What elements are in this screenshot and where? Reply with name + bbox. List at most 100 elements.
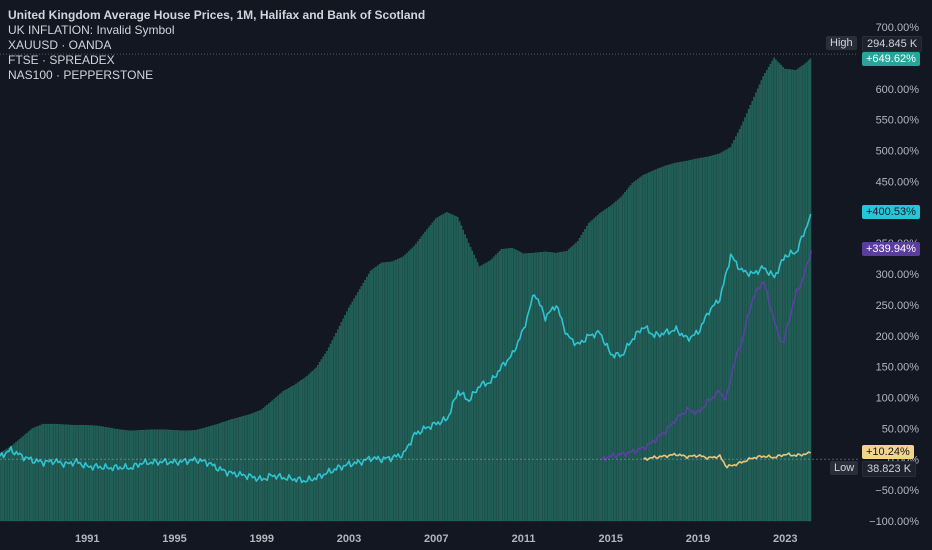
legend-line-inflation[interactable]: UK INFLATION: Invalid Symbol xyxy=(8,23,175,37)
house-price-column xyxy=(595,216,597,522)
house-price-column xyxy=(120,429,123,522)
house-price-column xyxy=(715,154,717,522)
house-price-column xyxy=(713,154,715,522)
house-price-column xyxy=(91,425,94,522)
house-price-column xyxy=(104,426,106,522)
house-price-column xyxy=(646,173,648,522)
house-price-column xyxy=(93,425,95,522)
house-price-column xyxy=(131,430,134,522)
house-price-column xyxy=(584,229,586,522)
house-price-column xyxy=(727,148,730,522)
house-price-column xyxy=(555,252,557,522)
house-price-column xyxy=(411,247,414,522)
house-price-column xyxy=(480,265,483,522)
house-price-column xyxy=(269,401,272,522)
house-price-column xyxy=(242,416,245,522)
house-price-column xyxy=(422,234,425,522)
house-price-column xyxy=(477,262,479,522)
house-price-column xyxy=(537,252,539,522)
house-price-column xyxy=(631,183,634,522)
house-price-column xyxy=(513,248,515,522)
house-price-column xyxy=(571,246,574,522)
house-price-column xyxy=(6,448,8,522)
house-price-column xyxy=(195,430,197,522)
house-price-column xyxy=(446,212,448,522)
house-price-column xyxy=(633,181,635,522)
house-price-column xyxy=(435,218,437,522)
house-price-column xyxy=(28,431,30,522)
house-price-column xyxy=(189,430,192,522)
house-price-column xyxy=(386,262,388,522)
house-price-column xyxy=(362,283,365,522)
house-price-column xyxy=(186,430,188,522)
house-price-column xyxy=(346,311,348,522)
house-price-column xyxy=(75,425,77,522)
house-price-column xyxy=(226,420,228,522)
house-price-column xyxy=(366,276,368,522)
house-price-column xyxy=(26,432,28,522)
y-tick-label: 500.00% xyxy=(876,146,920,158)
house-price-column xyxy=(564,251,566,522)
house-price-column xyxy=(246,415,248,522)
house-price-column xyxy=(313,369,315,522)
x-tick-label: 1991 xyxy=(75,533,99,545)
house-price-column xyxy=(460,225,463,522)
house-price-column xyxy=(775,59,777,522)
house-price-column xyxy=(69,424,72,522)
legend-line-nasdaq[interactable]: NAS100 · PEPPERSTONE xyxy=(8,68,154,82)
y-tick-label: 50.00% xyxy=(882,423,920,435)
house-price-column xyxy=(44,423,46,522)
house-price-column xyxy=(115,428,117,522)
house-price-column xyxy=(220,422,223,522)
series-line xyxy=(643,451,812,469)
y-tick-label: 300.00% xyxy=(876,269,920,281)
series-lines xyxy=(0,213,812,484)
house-price-column xyxy=(691,159,694,522)
house-price-column xyxy=(686,160,688,522)
house-price-column xyxy=(782,66,784,522)
x-tick-label: 2019 xyxy=(686,533,710,545)
house-price-column xyxy=(733,140,735,522)
house-price-column xyxy=(527,253,530,522)
house-price-column xyxy=(315,367,317,522)
house-price-column xyxy=(97,425,99,522)
house-price-column xyxy=(773,57,775,522)
house-price-column xyxy=(487,261,490,522)
house-price-column xyxy=(129,430,132,522)
low-value-tag: 38.823 K xyxy=(862,461,917,477)
legend-line-ftse[interactable]: FTSE · SPREADEX xyxy=(8,53,115,67)
house-price-column xyxy=(522,253,524,522)
house-price-column xyxy=(138,430,141,522)
house-price-column xyxy=(447,212,450,522)
house-price-column xyxy=(407,251,410,522)
house-price-column xyxy=(566,251,568,522)
x-tick-label: 1999 xyxy=(250,533,274,545)
house-price-column xyxy=(13,443,16,522)
house-price-column xyxy=(126,430,128,522)
house-price-column xyxy=(507,248,510,522)
house-price-column xyxy=(735,136,737,522)
house-price-column xyxy=(671,163,674,522)
house-price-column xyxy=(122,429,125,522)
house-price-column xyxy=(540,252,543,522)
house-price-column xyxy=(673,163,675,522)
house-price-column xyxy=(722,151,724,522)
house-price-column xyxy=(556,252,559,522)
house-price-column xyxy=(500,249,503,522)
house-price-column xyxy=(109,427,112,522)
house-price-column xyxy=(38,425,41,522)
house-price-column xyxy=(298,381,301,522)
house-price-column xyxy=(229,419,232,522)
house-price-column xyxy=(784,68,786,522)
house-price-column xyxy=(702,157,704,522)
house-price-column xyxy=(764,73,766,522)
house-price-column xyxy=(660,167,663,522)
house-price-column xyxy=(89,425,92,522)
house-price-column xyxy=(244,415,246,522)
house-price-column xyxy=(215,424,217,522)
house-price-column xyxy=(791,69,794,522)
legend-line-gold[interactable]: XAUUSD · OANDA xyxy=(8,38,112,52)
house-price-column xyxy=(266,405,268,522)
house-price-column xyxy=(204,427,206,522)
